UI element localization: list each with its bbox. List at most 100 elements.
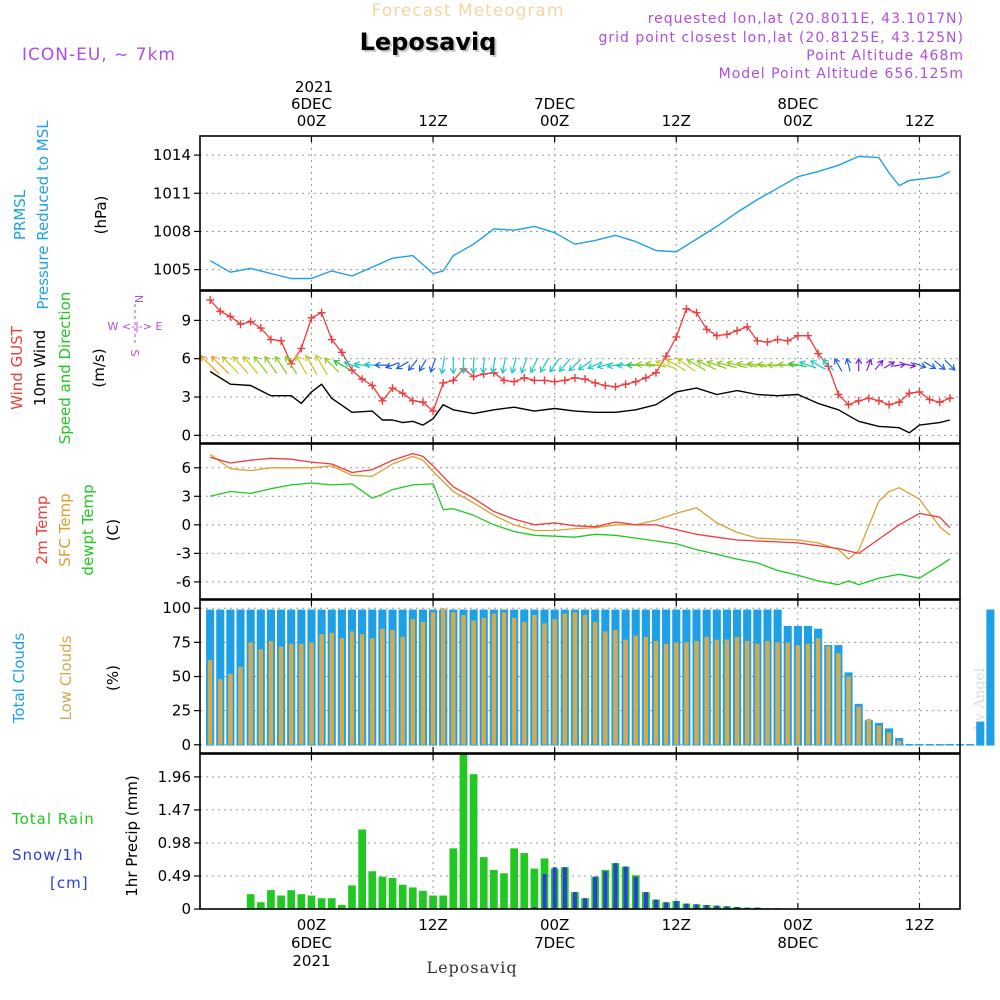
low-cloud-bar — [714, 639, 720, 745]
low-cloud-bar — [613, 630, 618, 745]
low-cloud-bar — [471, 620, 476, 745]
clouds-ytick-label: 0 — [181, 736, 191, 754]
wind-direction-arrow — [606, 362, 624, 370]
rain-bar — [419, 890, 427, 909]
wind-gust-marker — [712, 331, 721, 340]
rain-bar — [297, 894, 306, 909]
low-cloud-bar — [866, 718, 872, 745]
wind-panel: 0 3 6 9 — [181, 291, 960, 444]
pressure-ytick-label: 1014 — [153, 146, 191, 164]
wind-gust-marker — [945, 394, 954, 403]
wind-direction-arrow — [568, 358, 582, 372]
clouds-ytick-label: 75 — [172, 633, 191, 651]
low-cloud-bar — [491, 613, 497, 745]
snow-bar — [583, 898, 588, 909]
model-altitude: Model Point Altitude 656.125m — [719, 66, 964, 82]
watermark: by Angel — [972, 667, 988, 730]
wind-gust-marker — [864, 394, 873, 403]
wind-direction-arrow — [439, 356, 446, 375]
rain-bar — [479, 857, 488, 909]
precip-ytick-label: 0 — [181, 900, 191, 918]
top-time-label: 00Z — [540, 112, 569, 130]
wind-direction-arrow — [253, 355, 268, 374]
wind-gust-marker — [824, 362, 833, 371]
wind-gust-marker — [368, 381, 377, 390]
wind-direction-arrow — [315, 354, 328, 376]
clouds-ytick-label: 25 — [172, 702, 191, 720]
snow-bar — [674, 900, 679, 909]
wind-direction-arrow — [549, 358, 560, 373]
wind-direction-arrow — [676, 358, 696, 372]
wind-direction-arrow — [736, 360, 758, 368]
rain-bar — [277, 895, 285, 909]
precip-rain-label: Total Rain — [11, 810, 95, 828]
wind-gust-marker — [793, 331, 802, 340]
temperature-ytick-label: 0 — [181, 516, 191, 534]
wind-gust-marker — [337, 348, 346, 357]
low-cloud-bar — [288, 643, 294, 745]
wind-direction-arrow — [418, 359, 427, 372]
precip-ytick-label: 1.96 — [158, 768, 191, 786]
wind-gust-marker — [530, 376, 539, 385]
temperature-frame — [199, 443, 961, 600]
low-cloud-bar — [785, 642, 790, 745]
low-cloud-bar — [410, 619, 416, 745]
total-cloud-bar — [976, 721, 985, 745]
top-time-label: 7DEC — [534, 95, 575, 113]
bottom-time-label: 00Z — [540, 916, 569, 934]
top-time-label: 12Z — [662, 112, 691, 130]
location-title-main: Leposaviq — [360, 28, 497, 56]
wind-ytick-label: 6 — [181, 350, 191, 368]
low-cloud-bar — [420, 621, 426, 745]
pressure-label-full: Pressure Reduced to MSL — [34, 120, 52, 310]
wind-gust-marker — [834, 390, 843, 399]
rain-bar — [358, 829, 366, 909]
temp-dewpt-line — [209, 482, 951, 586]
compass-ew: W <-|-> E — [108, 320, 163, 333]
snow-bar — [623, 866, 628, 909]
wind-gust-marker — [216, 307, 225, 316]
wind-direction-arrow — [529, 357, 539, 374]
low-cloud-bar — [248, 642, 253, 745]
snow-bar — [633, 876, 638, 909]
wind-ytick-label: 9 — [181, 311, 191, 329]
temp-2m-label: 2m Temp — [33, 496, 51, 565]
wind-direction-arrow — [539, 357, 550, 374]
snow-bar — [532, 906, 537, 909]
low-cloud-bar — [744, 640, 750, 745]
total-cloud-bar — [216, 609, 225, 745]
rain-bar — [317, 898, 326, 909]
low-cloud-bar — [218, 679, 223, 745]
low-cloud-bar — [481, 617, 486, 745]
top-year-label: 2021 — [295, 78, 333, 96]
temp-sfc-label: SFC Temp — [56, 493, 74, 566]
low-cloud-bar — [826, 646, 831, 745]
wind-direction-arrow — [809, 360, 826, 370]
top-time-label: 8DEC — [777, 95, 818, 113]
temp-unit: (C) — [104, 519, 122, 541]
clouds-unit: (%) — [104, 665, 122, 691]
low-cloud-bar — [430, 612, 436, 745]
pressure-frame — [199, 135, 961, 291]
low-cloud-bar — [552, 619, 557, 745]
rain-bar — [378, 876, 387, 909]
forecast-title: Forecast Meteogram — [372, 1, 565, 21]
temperature-ytick-label: -3 — [176, 544, 191, 562]
wind-direction-arrow — [274, 355, 288, 374]
low-cloud-bar — [258, 649, 264, 745]
wind-direction-arrow — [295, 354, 308, 375]
clouds-total-label: Total Clouds — [10, 633, 28, 725]
wind-direction-arrow — [725, 360, 748, 369]
grid-point-coords: grid point closest lon,lat (20.8125E, 43… — [598, 30, 964, 46]
wind-gust-marker — [773, 335, 782, 344]
wind-gust-line — [209, 299, 951, 412]
rain-bar — [327, 898, 336, 909]
snow-bar — [542, 873, 547, 909]
wind-gust-marker — [591, 378, 600, 387]
pressure-ytick-label: 1005 — [153, 261, 191, 279]
low-cloud-bar — [643, 636, 649, 745]
low-cloud-bar — [704, 636, 709, 745]
wind-gust-marker — [763, 338, 772, 347]
